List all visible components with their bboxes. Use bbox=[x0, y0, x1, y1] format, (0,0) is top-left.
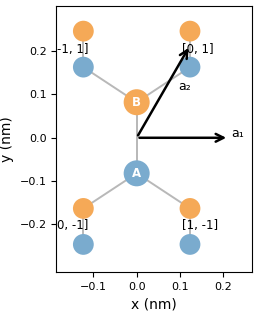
Y-axis label: y (nm): y (nm) bbox=[0, 116, 14, 162]
X-axis label: x (nm): x (nm) bbox=[131, 297, 177, 311]
Text: a₂: a₂ bbox=[178, 80, 191, 93]
Text: [0, 1]: [0, 1] bbox=[182, 43, 214, 56]
Circle shape bbox=[180, 57, 200, 78]
Text: A: A bbox=[132, 167, 141, 180]
Circle shape bbox=[73, 21, 94, 42]
Circle shape bbox=[73, 57, 94, 78]
Circle shape bbox=[124, 89, 150, 115]
Text: a₁: a₁ bbox=[231, 127, 244, 140]
Text: [1, -1]: [1, -1] bbox=[182, 219, 218, 232]
Text: B: B bbox=[132, 96, 141, 109]
Text: -1, 1]: -1, 1] bbox=[57, 43, 89, 56]
Circle shape bbox=[180, 21, 200, 42]
Circle shape bbox=[180, 234, 200, 255]
Circle shape bbox=[180, 198, 200, 219]
Text: 0, -1]: 0, -1] bbox=[57, 219, 89, 232]
Circle shape bbox=[124, 160, 150, 186]
Circle shape bbox=[73, 198, 94, 219]
Circle shape bbox=[73, 234, 94, 255]
